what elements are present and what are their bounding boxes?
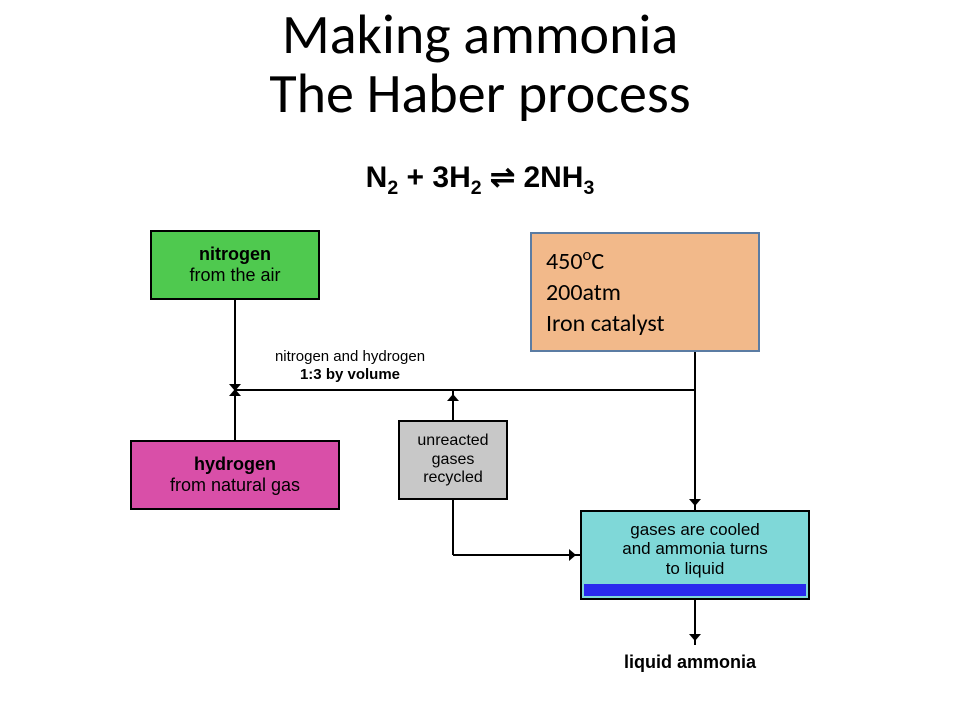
cond-temp: 450oC bbox=[546, 244, 744, 277]
page-title: Making ammonia The Haber process bbox=[0, 6, 960, 124]
eq-h2-sub: 2 bbox=[471, 177, 482, 199]
cool-l3: to liquid bbox=[666, 559, 725, 579]
hydrogen-title: hydrogen bbox=[194, 454, 276, 475]
mix-l2: 1:3 by volume bbox=[245, 366, 455, 384]
mix-ratio-label: nitrogen and hydrogen 1:3 by volume bbox=[245, 348, 455, 384]
hydrogen-box: hydrogen from natural gas bbox=[130, 440, 340, 510]
cool-l2: and ammonia turns bbox=[622, 539, 768, 559]
recycle-l3: recycled bbox=[423, 469, 483, 487]
eq-plus: + bbox=[398, 161, 432, 194]
recycle-l1: unreacted bbox=[417, 432, 488, 450]
cond-temp-num: 450 bbox=[546, 247, 583, 276]
haber-diagram: nitrogen from the air hydrogen from natu… bbox=[110, 220, 850, 700]
nitrogen-title: nitrogen bbox=[199, 244, 271, 265]
hydrogen-subtitle: from natural gas bbox=[170, 475, 300, 496]
eq-n2-sub: 2 bbox=[387, 177, 398, 199]
cond-pressure: 200atm bbox=[546, 277, 744, 308]
eq-nh3: 2NH bbox=[523, 161, 583, 194]
title-line-2: The Haber process bbox=[0, 65, 960, 124]
cool-l1: gases are cooled bbox=[630, 520, 759, 540]
cooling-box: gases are cooled and ammonia turns to li… bbox=[580, 510, 810, 600]
eq-h2: 3H bbox=[432, 161, 470, 194]
recycle-box: unreacted gases recycled bbox=[398, 420, 508, 500]
cond-catalyst: Iron catalyst bbox=[546, 308, 744, 339]
liquid-ammonia-label: liquid ammonia bbox=[590, 652, 790, 673]
recycle-l2: gases bbox=[432, 451, 475, 469]
eq-nh3-sub: 3 bbox=[583, 177, 594, 199]
nitrogen-subtitle: from the air bbox=[189, 265, 280, 286]
conditions-box: 450oC 200atm Iron catalyst bbox=[530, 232, 760, 352]
nitrogen-box: nitrogen from the air bbox=[150, 230, 320, 300]
eq-arrow: ⇌ bbox=[482, 161, 524, 194]
eq-n2: N bbox=[366, 161, 388, 194]
equation: N2 + 3H2 ⇌ 2NH3 bbox=[0, 160, 960, 200]
mix-l1: nitrogen and hydrogen bbox=[245, 348, 455, 366]
title-line-1: Making ammonia bbox=[0, 6, 960, 65]
cond-temp-c: C bbox=[591, 247, 604, 276]
liquid-strip bbox=[584, 584, 806, 596]
